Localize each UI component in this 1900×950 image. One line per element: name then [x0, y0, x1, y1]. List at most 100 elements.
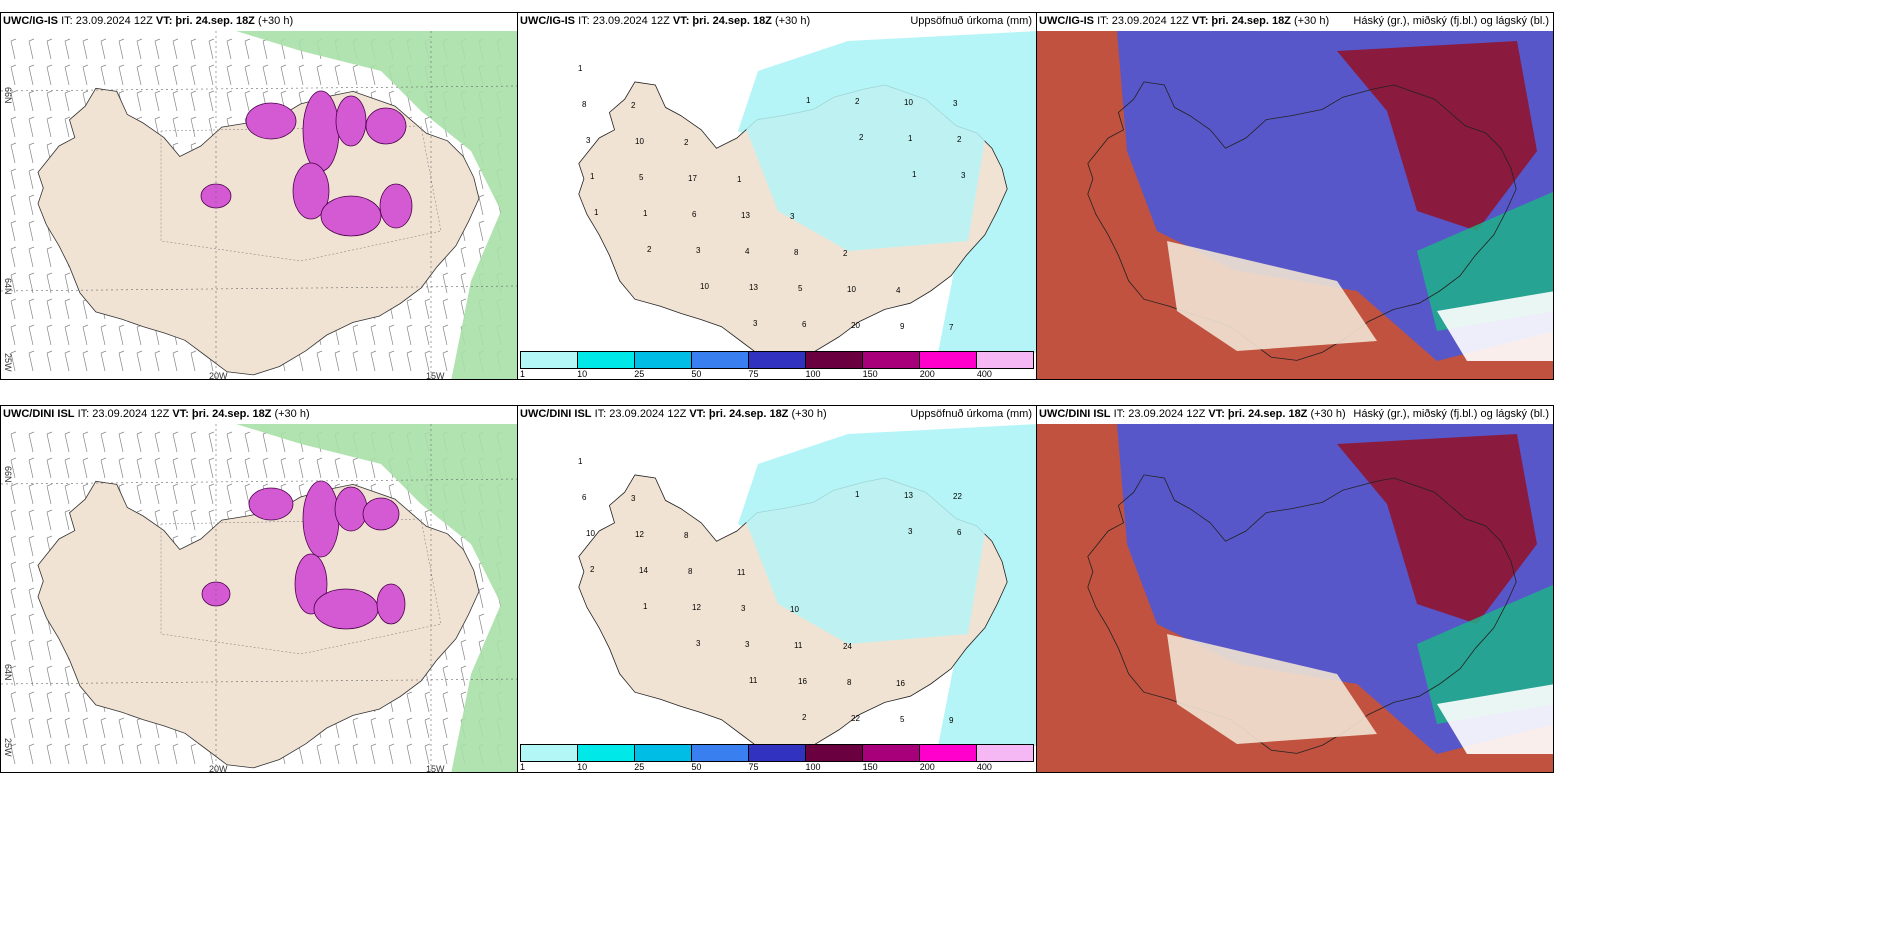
- graticule: [1, 285, 517, 292]
- wind-barb: [10, 168, 17, 190]
- wind-barb: [280, 64, 287, 86]
- precip-value: 2: [647, 245, 652, 254]
- wind-barb: [10, 90, 17, 112]
- wind-barb: [208, 509, 215, 531]
- wind-barb: [226, 483, 233, 505]
- wind-barb: [10, 535, 17, 557]
- wind-barb: [478, 587, 485, 609]
- legend-swatch: [920, 745, 977, 761]
- wind-barb: [334, 350, 341, 372]
- wind-barb: [10, 561, 17, 583]
- wind-barb: [10, 142, 17, 164]
- wind-barb: [46, 665, 53, 687]
- wind-barb: [370, 743, 377, 765]
- wind-barb: [460, 639, 467, 661]
- legend-swatch: [806, 352, 863, 368]
- clear-area: [1437, 291, 1553, 361]
- wind-barb: [208, 116, 215, 138]
- precip-shade: [236, 424, 517, 772]
- wind-barb: [424, 350, 431, 372]
- wind-barb: [208, 457, 215, 479]
- wind-barb: [28, 90, 35, 112]
- wind-barb: [406, 324, 413, 346]
- wind-barb: [46, 324, 53, 346]
- precip-value: 3: [696, 246, 701, 255]
- wind-barb: [100, 38, 107, 60]
- cloud-green-area: [1417, 584, 1553, 724]
- precip-value: 3: [961, 171, 966, 180]
- wind-barb: [10, 613, 17, 635]
- precip-value: 2: [590, 565, 595, 574]
- wind-barb: [28, 168, 35, 190]
- precip-value: 13: [741, 211, 750, 220]
- legend-ticks: 1 10 25 50 75 100 150 200 400: [520, 369, 1034, 379]
- wind-barb: [136, 717, 143, 739]
- legend-swatch: [635, 745, 692, 761]
- wind-barb: [442, 665, 449, 687]
- wind-barb: [46, 743, 53, 765]
- precip-value: 4: [896, 286, 901, 295]
- precip-legend: 1 10 25 50 75 100 150 200 400: [518, 351, 1036, 379]
- wind-barb: [10, 457, 17, 479]
- panel-precip-row2: UWC/DINI ISL IT: 23.09.2024 12Z VT: þri.…: [517, 405, 1037, 773]
- wind-barb: [226, 90, 233, 112]
- wind-barb: [154, 64, 161, 86]
- precip-value: 5: [639, 173, 644, 182]
- legend-swatch: [578, 745, 635, 761]
- precip-map: 1381110241696128311852210141231622136213…: [578, 424, 1036, 746]
- wind-barb: [262, 431, 269, 453]
- wind-barb: [460, 246, 467, 268]
- panel-title: UWC/DINI ISL IT: 23.09.2024 12Z VT: þri.…: [1, 406, 517, 424]
- precip-value: 4: [745, 247, 750, 256]
- precip-value: 2: [957, 135, 962, 144]
- wind-barb: [64, 717, 71, 739]
- wind-barb: [190, 64, 197, 86]
- legend-swatch: [806, 745, 863, 761]
- wind-barb: [352, 717, 359, 739]
- precip-value: 1: [643, 209, 648, 218]
- wind-barb: [388, 743, 395, 765]
- wind-barb: [100, 350, 107, 372]
- snow-area: [302, 480, 340, 558]
- wind-barb: [316, 64, 323, 86]
- legend-swatch: [977, 745, 1033, 761]
- wind-barb: [28, 272, 35, 294]
- precip-value: 3: [745, 640, 750, 649]
- wind-barb: [424, 717, 431, 739]
- wind-barb: [64, 298, 71, 320]
- precip-value: 13: [904, 491, 913, 500]
- precip-value: 6: [582, 493, 587, 502]
- precip-value: 12: [692, 603, 701, 612]
- wind-barb: [64, 691, 71, 713]
- wind-barb: [478, 220, 485, 242]
- wind-barb: [28, 613, 35, 635]
- wind-barb: [190, 90, 197, 112]
- snow-area: [245, 102, 297, 140]
- wind-barb: [424, 324, 431, 346]
- lon-label-25: 25W: [3, 738, 13, 757]
- wind-barb: [442, 272, 449, 294]
- wind-barb: [226, 457, 233, 479]
- legend-tick: 200: [919, 369, 935, 379]
- wind-barb: [154, 350, 161, 372]
- precip-value: 16: [798, 677, 807, 686]
- wind-barb: [28, 246, 35, 268]
- wind-barb: [208, 90, 215, 112]
- wind-barb: [100, 717, 107, 739]
- wind-barb: [64, 665, 71, 687]
- precip-value: 17: [688, 174, 697, 183]
- wind-barb: [46, 64, 53, 86]
- wind-barb: [136, 38, 143, 60]
- wind-barb: [226, 431, 233, 453]
- panel-title: UWC/IG-IS IT: 23.09.2024 12Z VT: þri. 24…: [518, 13, 1036, 31]
- wind-barb: [46, 90, 53, 112]
- wind-barb: [28, 509, 35, 531]
- wind-barb: [388, 324, 395, 346]
- lon-label-25: 25W: [3, 353, 13, 372]
- wind-barb: [64, 324, 71, 346]
- wind-barb: [262, 457, 269, 479]
- wind-barb: [118, 350, 125, 372]
- precip-value: 10: [635, 137, 644, 146]
- wind-barb: [28, 64, 35, 86]
- wind-barb: [118, 324, 125, 346]
